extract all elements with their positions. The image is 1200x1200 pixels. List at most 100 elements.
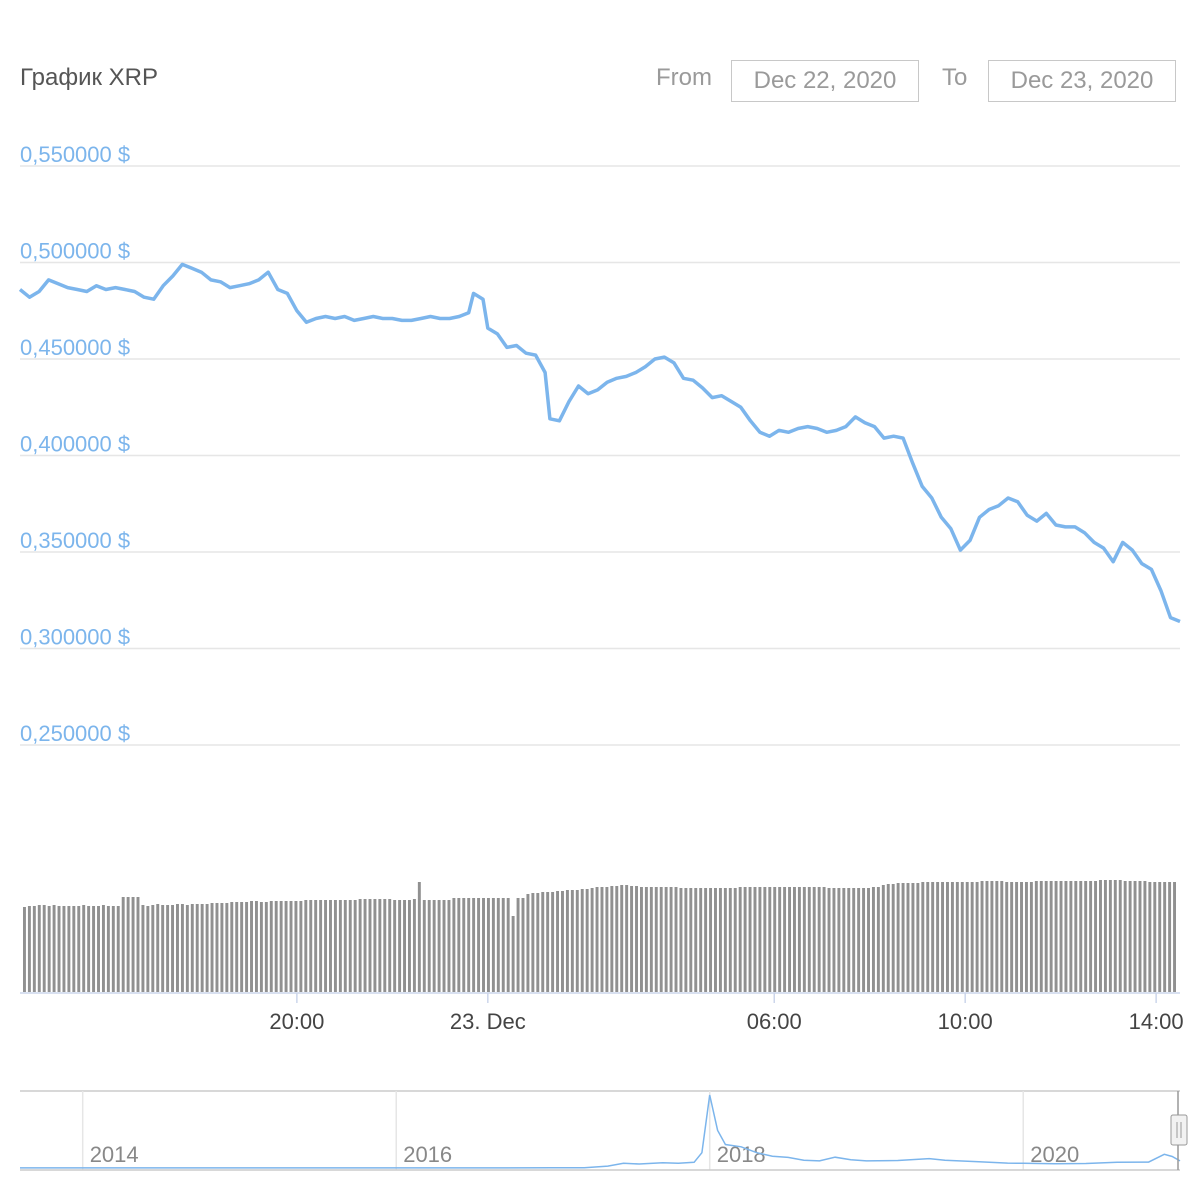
volume-bar <box>393 900 397 992</box>
volume-bar <box>975 882 979 992</box>
volume-bar <box>47 906 51 992</box>
volume-bar <box>412 899 416 992</box>
volume-bar <box>881 885 885 992</box>
volume-bar <box>457 898 461 992</box>
volume-bar <box>857 888 861 992</box>
volume-bar <box>32 906 36 992</box>
y-tick-label: 0,400000 $ <box>20 432 130 457</box>
volume-bar <box>116 906 120 992</box>
volume-bar <box>546 892 550 992</box>
volume-bar <box>92 906 96 992</box>
navigator-handle[interactable] <box>1170 1114 1188 1146</box>
from-date-input[interactable]: Dec 22, 2020 <box>731 60 919 102</box>
volume-bar <box>417 882 421 992</box>
volume-bar <box>304 900 308 992</box>
volume-bar <box>329 900 332 992</box>
volume-bar <box>565 890 569 992</box>
volume-bar <box>733 888 737 992</box>
volume-bar <box>605 887 609 992</box>
volume-bar <box>67 906 71 992</box>
volume-bar <box>970 882 974 992</box>
volume-bar <box>748 887 752 992</box>
x-tick-label: 20:00 <box>269 1009 324 1034</box>
volume-bar <box>649 887 653 992</box>
volume-bar <box>526 894 530 992</box>
volume-bar <box>87 906 91 992</box>
x-tick-label: 14:00 <box>1129 1009 1184 1034</box>
volume-bar <box>768 887 772 992</box>
navigator[interactable]: 2014 2016 2018 2020 <box>20 1090 1188 1171</box>
volume-bar <box>185 905 189 992</box>
volume-bar <box>427 900 431 992</box>
volume-bar <box>486 898 490 992</box>
volume-bar <box>215 903 219 992</box>
from-label: From <box>656 64 712 91</box>
volume-bar <box>338 900 342 992</box>
volume-bar <box>180 904 184 992</box>
volume-bar <box>482 898 485 992</box>
volume-bar <box>1118 880 1122 992</box>
volume-bar <box>876 887 880 992</box>
volume-bar <box>1029 882 1033 992</box>
volume-bar <box>926 882 930 992</box>
volume-bar <box>437 900 441 992</box>
volume-bar <box>82 905 86 992</box>
volume-bar <box>891 884 895 992</box>
to-date-input[interactable]: Dec 23, 2020 <box>988 60 1176 102</box>
volume-bar <box>37 905 41 992</box>
volume-bar <box>862 888 866 992</box>
volume-bar <box>388 899 392 992</box>
volume-bar <box>556 891 560 992</box>
volume-bar <box>166 905 170 992</box>
volume-bar <box>679 888 683 992</box>
volume-bar <box>694 888 698 992</box>
volume-bar <box>210 903 214 992</box>
volume-bar <box>1113 880 1117 992</box>
volume-bar <box>886 884 890 992</box>
volume-bar <box>333 900 337 992</box>
volume-bar <box>837 888 841 992</box>
volume-bar <box>462 898 466 992</box>
volume-bar <box>447 900 451 992</box>
volume-bar <box>822 887 826 992</box>
volume-bar <box>531 893 535 992</box>
volume-bar <box>561 891 564 992</box>
volume-bar <box>200 904 204 992</box>
volume-bar <box>23 907 26 992</box>
y-tick-label: 0,500000 $ <box>20 239 130 264</box>
volume-bar <box>946 882 949 992</box>
volume-bar <box>1143 881 1147 992</box>
volume-bar <box>1020 882 1023 992</box>
volume-bar <box>506 898 510 992</box>
volume-bar <box>575 890 579 992</box>
volume-bar <box>319 900 323 992</box>
volume-bar <box>985 881 989 992</box>
grid-lines <box>20 165 1180 746</box>
volume-bar <box>97 906 100 992</box>
volume-bar <box>496 898 500 992</box>
volume-bar <box>615 886 619 992</box>
volume-bar <box>1079 881 1083 992</box>
volume-bar <box>72 906 76 992</box>
volume-bar <box>659 887 663 992</box>
volume-bar <box>42 905 46 992</box>
volume-bar <box>314 900 318 992</box>
volume-bar <box>126 897 130 992</box>
volume-bar <box>408 900 411 992</box>
volume-bar <box>1010 882 1014 992</box>
y-axis-labels: 0,550000 $ 0,500000 $ 0,450000 $ 0,400000 $… <box>20 142 130 746</box>
volume-bar <box>797 887 801 992</box>
volume-bar <box>773 887 777 992</box>
volume-bar <box>1158 882 1162 992</box>
volume-bar <box>205 904 209 992</box>
volume-bar <box>718 888 722 992</box>
volume-bar <box>936 882 940 992</box>
volume-bar <box>254 901 258 992</box>
volume-bar <box>220 903 224 992</box>
volume-bar <box>1069 881 1073 992</box>
volume-bar <box>309 900 313 992</box>
volume-bar <box>931 882 935 992</box>
volume-bar <box>585 889 589 992</box>
volume-bar <box>225 903 229 992</box>
